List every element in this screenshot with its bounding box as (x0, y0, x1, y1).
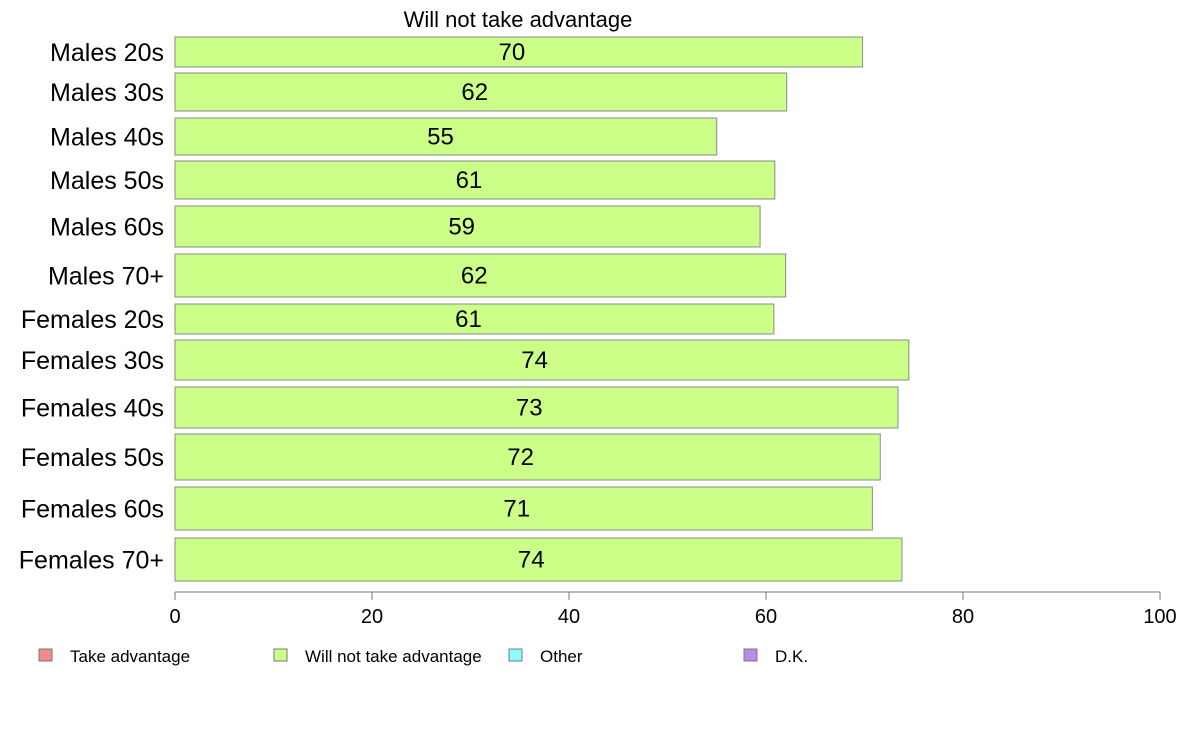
bar (174, 36, 864, 68)
bar-value-label: 74 (518, 547, 545, 574)
bar (174, 339, 910, 381)
bar (174, 72, 788, 112)
category-label: Females 60s (21, 496, 164, 524)
x-tick-label: 80 (952, 606, 974, 628)
chart-title: Will not take advantage (404, 7, 633, 32)
legend-swatch (743, 648, 758, 662)
legend-swatch (508, 648, 523, 662)
category-label: Females 50s (21, 444, 164, 472)
legend-label: D.K. (775, 647, 808, 666)
bar-value-label: 59 (448, 214, 475, 241)
bar (174, 386, 899, 429)
bar (174, 160, 776, 200)
bar (174, 205, 761, 248)
bar-value-label: 72 (507, 444, 534, 471)
category-label: Females 30s (21, 347, 164, 375)
bar-value-label: 71 (503, 496, 530, 523)
bar-value-label: 74 (521, 347, 548, 374)
bar-value-label: 70 (499, 39, 526, 66)
x-tick-label: 20 (361, 606, 383, 628)
category-label: Females 40s (21, 395, 164, 423)
x-tick-label: 40 (558, 606, 580, 628)
bar-value-label: 62 (461, 79, 488, 106)
category-label: Females 20s (21, 306, 164, 334)
bar (174, 537, 903, 582)
category-label: Males 70+ (48, 263, 164, 291)
legend: Take advantage Will not take advantage Oth… (38, 647, 808, 666)
bar (174, 486, 873, 531)
bar (174, 433, 881, 481)
category-label: Males 20s (50, 39, 164, 67)
x-axis: 0 20 40 60 80 100 (169, 591, 1177, 628)
category-labels: Males 20s Males 30s Males 40s Males 50s Male… (19, 39, 164, 575)
category-label: Males 60s (50, 214, 164, 242)
bar-value-label: 62 (461, 263, 488, 290)
bar-value-label: 73 (516, 395, 543, 422)
legend-swatch (273, 648, 288, 662)
bar (174, 303, 775, 335)
category-label: Males 50s (50, 167, 164, 195)
legend-label: Other (540, 647, 583, 666)
category-label: Males 40s (50, 124, 164, 152)
legend-label: Will not take advantage (305, 647, 482, 666)
bar-value-label: 61 (455, 306, 482, 333)
bar (174, 253, 787, 298)
bar (174, 117, 718, 156)
category-label: Females 70+ (19, 547, 164, 575)
x-tick-label: 100 (1143, 606, 1176, 628)
x-tick-label: 0 (169, 606, 180, 628)
x-tick-label: 60 (755, 606, 777, 628)
category-label: Males 30s (50, 79, 164, 107)
bar-value-label: 55 (427, 124, 454, 151)
legend-swatch (38, 648, 53, 662)
bar-value-label: 61 (456, 167, 483, 194)
legend-label: Take advantage (70, 647, 190, 666)
